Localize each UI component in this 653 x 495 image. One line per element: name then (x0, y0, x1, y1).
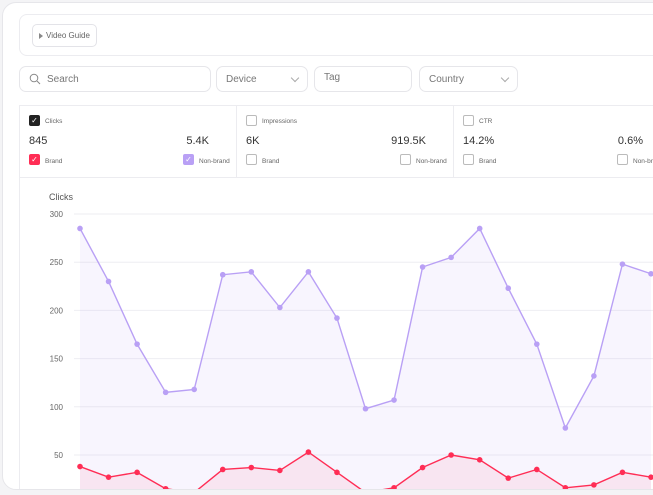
metric-checkbox[interactable] (463, 115, 474, 126)
brand-point (448, 452, 454, 458)
brand-point (619, 469, 626, 476)
nonbrand-point (505, 285, 512, 292)
y-tick-label: 250 (50, 258, 64, 267)
brand-checkbox[interactable] (463, 154, 474, 165)
nonbrand-value: 0.6% (617, 135, 643, 147)
search-placeholder: Search (47, 73, 79, 85)
y-tick-label: 300 (50, 210, 64, 219)
guide-card: Video Guide (19, 14, 653, 56)
nonbrand-point (391, 397, 397, 403)
nonbrand-checkbox[interactable] (617, 154, 628, 165)
nonbrand-value: 5.4K (186, 135, 209, 147)
nonbrand-point (162, 389, 169, 396)
brand-point (419, 464, 426, 471)
brand-checkbox[interactable] (246, 154, 257, 165)
tag-input[interactable]: Tag (314, 66, 412, 92)
clicks-chart: Clicks 300 250 200 150 100 50 (49, 192, 653, 489)
brand-point (562, 484, 569, 489)
nonbrand-point (362, 405, 369, 412)
nonbrand-point (191, 386, 197, 393)
brand-point (334, 469, 340, 476)
nonbrand-checkbox[interactable] (400, 154, 411, 165)
nonbrand-point (248, 269, 255, 275)
nonbrand-point (134, 341, 140, 347)
brand-label: Brand (45, 158, 63, 165)
brand-point (391, 484, 397, 489)
brand-point (277, 467, 283, 474)
brand-value: 845 (29, 135, 48, 147)
country-label: Country (429, 73, 465, 85)
brand-point (134, 469, 140, 476)
nonbrand-point (562, 425, 569, 431)
nonbrand-point (77, 225, 83, 232)
metric-title: Impressions (262, 118, 298, 125)
nonbrand-area (80, 228, 651, 489)
chevron-down-icon (290, 73, 300, 82)
nonbrand-label: Non-brand (199, 158, 230, 165)
nonbrand-label: Non-brand (633, 158, 653, 165)
device-label: Device (226, 73, 257, 85)
country-select[interactable]: Country (419, 66, 518, 92)
brand-point (219, 466, 226, 473)
tag-placeholder: Tag (324, 72, 341, 83)
search-icon (29, 73, 41, 85)
brand-value: 14.2% (463, 135, 495, 147)
brand-value: 6K (246, 135, 260, 147)
brand-point (305, 449, 312, 455)
nonbrand-point (105, 278, 112, 285)
nonbrand-point (419, 264, 426, 270)
nonbrand-checkbox[interactable]: ✓ (183, 154, 194, 165)
brand-point (248, 464, 255, 471)
nonbrand-point (219, 271, 226, 278)
search-input[interactable]: Search (19, 66, 211, 92)
metric-card-ctr: CTR 14.2% 0.6% Brand Non-brand (454, 106, 653, 177)
metrics-row: ✓ Clicks 845 5.4K ✓ Brand ✓ Non-brand Impression… (19, 105, 653, 177)
brand-point (476, 457, 483, 463)
video-guide-label: Video Guide (46, 31, 90, 40)
metric-checkbox[interactable] (246, 115, 257, 126)
y-tick-label: 50 (54, 451, 63, 460)
brand-line (79, 451, 652, 489)
metric-card-impressions: Impressions 6K 919.5K Brand Non-brand (237, 106, 454, 177)
nonbrand-point (619, 261, 626, 267)
chart-panel: Clicks 300 250 200 150 100 50 (19, 177, 653, 489)
brand-label: Brand (479, 158, 497, 165)
nonbrand-point (305, 269, 312, 275)
metric-checkbox[interactable]: ✓ (29, 115, 40, 126)
nonbrand-point (448, 254, 454, 261)
y-axis-label: Clicks (49, 192, 73, 202)
brand-point (162, 485, 169, 489)
metric-title: CTR (479, 118, 493, 125)
video-guide-button[interactable]: Video Guide (32, 24, 97, 47)
nonbrand-point (334, 315, 340, 321)
brand-point (105, 474, 112, 480)
y-tick-label: 200 (50, 306, 64, 315)
nonbrand-value: 919.5K (391, 135, 426, 147)
brand-checkbox[interactable]: ✓ (29, 154, 40, 165)
brand-point (591, 482, 597, 488)
brand-point (505, 475, 512, 481)
metric-title: Clicks (45, 118, 63, 125)
nonbrand-point (534, 341, 540, 347)
nonbrand-point (591, 373, 597, 379)
nonbrand-point (277, 304, 283, 311)
play-icon (39, 32, 43, 39)
device-select[interactable]: Device (216, 66, 308, 92)
brand-point (648, 474, 653, 480)
brand-label: Brand (262, 158, 280, 165)
y-tick-label: 150 (50, 355, 64, 364)
y-tick-label: 100 (50, 403, 64, 412)
brand-point (534, 466, 540, 473)
chevron-down-icon (500, 73, 510, 82)
nonbrand-point (648, 270, 653, 277)
metric-card-clicks: ✓ Clicks 845 5.4K ✓ Brand ✓ Non-brand (20, 106, 237, 177)
nonbrand-point (476, 225, 483, 232)
nonbrand-label: Non-brand (416, 158, 447, 165)
brand-point (77, 463, 83, 470)
